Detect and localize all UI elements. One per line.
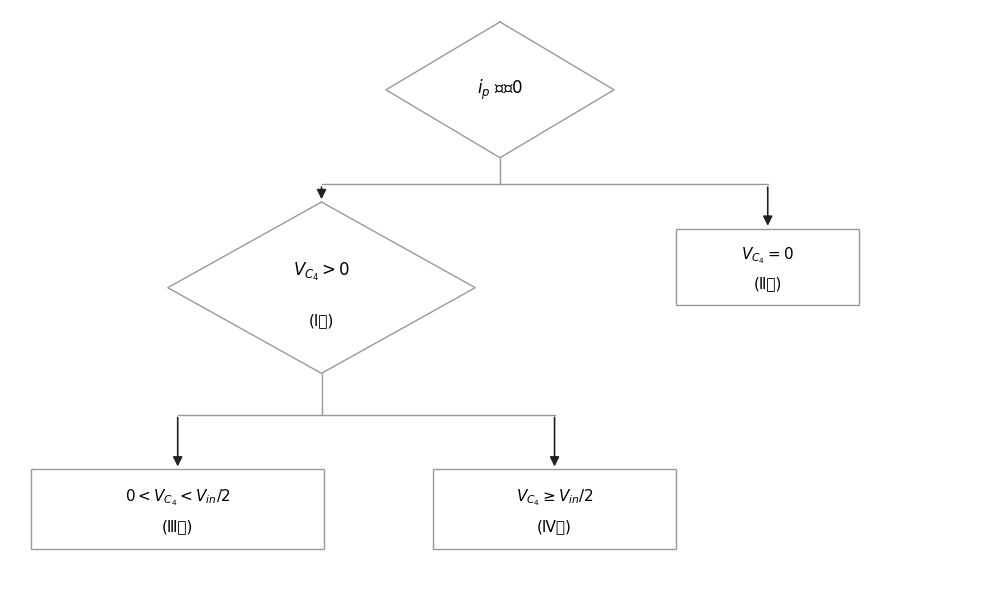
Bar — [433, 470, 676, 549]
Text: $V_{C_4}\geq V_{in}/2$: $V_{C_4}\geq V_{in}/2$ — [516, 487, 593, 507]
Bar — [31, 470, 324, 549]
Text: $0<V_{C_4}<V_{in}/2$: $0<V_{C_4}<V_{in}/2$ — [125, 487, 231, 507]
Text: (Ⅳ类): (Ⅳ类) — [537, 519, 572, 534]
Polygon shape — [386, 22, 614, 158]
Text: (Ⅲ类): (Ⅲ类) — [162, 519, 193, 534]
Text: $V_{C_4}=0$: $V_{C_4}=0$ — [741, 245, 794, 266]
Bar — [676, 229, 859, 305]
Text: (Ⅰ类): (Ⅰ类) — [309, 313, 334, 328]
Text: (Ⅱ类): (Ⅱ类) — [754, 276, 782, 291]
Polygon shape — [168, 202, 475, 373]
Text: $V_{C_4}>0$: $V_{C_4}>0$ — [293, 261, 350, 283]
Text: $i_p$ 降脲0: $i_p$ 降脲0 — [477, 78, 523, 102]
